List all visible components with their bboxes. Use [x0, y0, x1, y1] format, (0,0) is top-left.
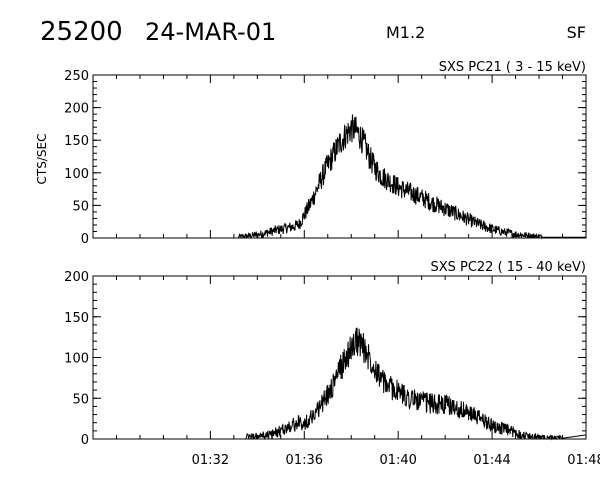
y-tick-label: 250	[64, 69, 89, 84]
y-tick-label: 50	[72, 199, 89, 214]
y-tick-label: 200	[64, 270, 89, 285]
panel-title-pc22: SXS PC22 ( 15 - 40 keV)	[430, 260, 586, 275]
series-line	[245, 327, 587, 441]
plot-frame-pc21	[92, 74, 587, 239]
y-tick-label: 100	[64, 352, 89, 367]
x-tick-label: 01:44	[473, 453, 510, 468]
event-number: 25200	[40, 17, 123, 47]
y-tick-label: 150	[64, 134, 89, 149]
y-tick-label: 150	[64, 311, 89, 326]
x-tick-label: 01:32	[192, 453, 229, 468]
event-date: 24-MAR-01	[145, 18, 276, 46]
y-tick-label: 200	[64, 102, 89, 117]
x-tick-label: 01:40	[379, 453, 416, 468]
series-pc22	[245, 327, 587, 441]
y-tick-label: 0	[81, 433, 89, 448]
y-tick-label: 0	[81, 232, 89, 247]
x-tick-label: 01:36	[286, 453, 323, 468]
series-pc21	[238, 114, 586, 240]
x-tick-label: 01:48	[567, 453, 600, 468]
series-line	[238, 114, 586, 240]
panel-title-pc21: SXS PC21 ( 3 - 15 keV)	[439, 60, 586, 75]
y-ticks-pc21: 0 50 100 150 200 250	[64, 69, 586, 247]
y-tick-label: 50	[72, 392, 89, 407]
panel-pc21: SXS PC21 ( 3 - 15 keV) CTS/SEC 0 50 100 150…	[35, 60, 587, 247]
y-axis-label: CTS/SEC	[35, 134, 49, 185]
x-ticks-pc22: 01:32 01:36 01:40 01:44 01:48	[92, 276, 600, 468]
panel-pc22: SXS PC22 ( 15 - 40 keV) 0 50 100 150 200 01:…	[64, 260, 600, 468]
y-tick-label: 100	[64, 167, 89, 182]
event-flag: SF	[567, 23, 586, 42]
goes-class: M1.2	[386, 23, 425, 42]
y-ticks-pc22: 0 50 100 150 200	[64, 270, 586, 448]
